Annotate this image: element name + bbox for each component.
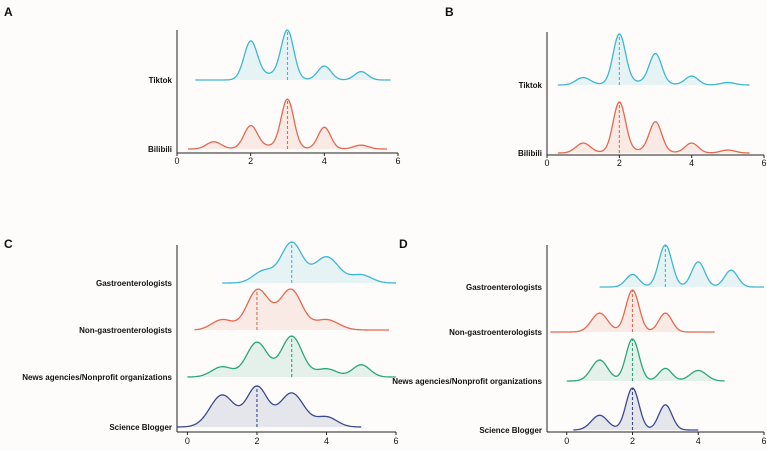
category-label: Gastroenterologists <box>96 279 173 288</box>
x-tick-label: 4 <box>689 158 694 168</box>
x-tick-label: 4 <box>322 156 327 166</box>
ridge-line-gastroenterologists <box>599 244 764 288</box>
ridge-line-tiktok <box>195 29 391 81</box>
x-tick-label: 2 <box>248 156 253 166</box>
x-tick-label: 0 <box>185 436 190 446</box>
x-tick-label: 0 <box>544 158 549 168</box>
category-label: Bilibili <box>518 149 542 158</box>
panel-label: A <box>4 5 13 19</box>
category-label: Science Blogger <box>109 423 172 432</box>
ridge-fill-bilibili <box>557 102 750 153</box>
category-label: Bilibili <box>148 145 172 154</box>
panel-b: B 0 2 4 6 Tiktok Bilibili <box>445 5 767 168</box>
ridge-line-tiktok <box>557 33 750 86</box>
ridge-fill-science-blogger <box>573 388 699 430</box>
x-tick-label: 4 <box>324 436 329 446</box>
category-label: Non-gastroenterologists <box>79 326 172 335</box>
ridge-line-non-gastroenterologists <box>194 288 390 331</box>
category-label: Gastroenterologists <box>466 283 543 292</box>
x-tick-label: 2 <box>617 158 622 168</box>
x-tick-label: 6 <box>761 436 766 446</box>
x-tick-label: 0 <box>174 156 179 166</box>
category-label: News agencies/Nonprofit organizations <box>22 373 172 382</box>
ridge-line-bilibili <box>557 101 750 154</box>
panel-label: B <box>445 5 454 19</box>
ridge-line-news-agencies-nonprofit-organizations <box>566 338 725 382</box>
x-tick-label: 6 <box>395 156 400 166</box>
ridge-line-science-blogger <box>573 387 699 431</box>
ridge-fill-non-gastroenterologists <box>194 289 390 330</box>
panel-a: A 0 2 4 6 Tiktok Bilibili <box>4 5 401 166</box>
ridge-fill-gastroenterologists <box>222 242 396 283</box>
category-label: Tiktok <box>149 76 173 85</box>
x-tick-label: 2 <box>630 436 635 446</box>
panel-label: C <box>4 237 13 251</box>
category-label: Tiktok <box>519 81 543 90</box>
ridge-line-science-blogger <box>176 385 362 428</box>
ridge-line-gastroenterologists <box>222 241 397 284</box>
panel-d: D 0 2 4 6 Gastroenterologists Non-gastroentero… <box>392 237 766 446</box>
x-tick-label: 6 <box>761 158 766 168</box>
ridge-line-bilibili <box>188 98 387 150</box>
category-label: Science Blogger <box>479 426 542 435</box>
x-tick-label: 0 <box>564 436 569 446</box>
category-label: News agencies/Nonprofit organizations <box>392 377 542 386</box>
ridge-fill-tiktok <box>195 30 391 80</box>
panel-c: C 0 2 4 6 Gastroenterologists Non-gastroentero… <box>4 237 399 446</box>
ridge-fill-tiktok <box>557 34 750 85</box>
x-tick-label: 2 <box>254 436 259 446</box>
panel-label: D <box>399 237 408 251</box>
category-label: Non-gastroenterologists <box>449 328 542 337</box>
x-tick-label: 6 <box>393 436 398 446</box>
x-tick-label: 4 <box>696 436 701 446</box>
ridge-fill-news-agencies-nonprofit-organizations <box>566 339 725 381</box>
